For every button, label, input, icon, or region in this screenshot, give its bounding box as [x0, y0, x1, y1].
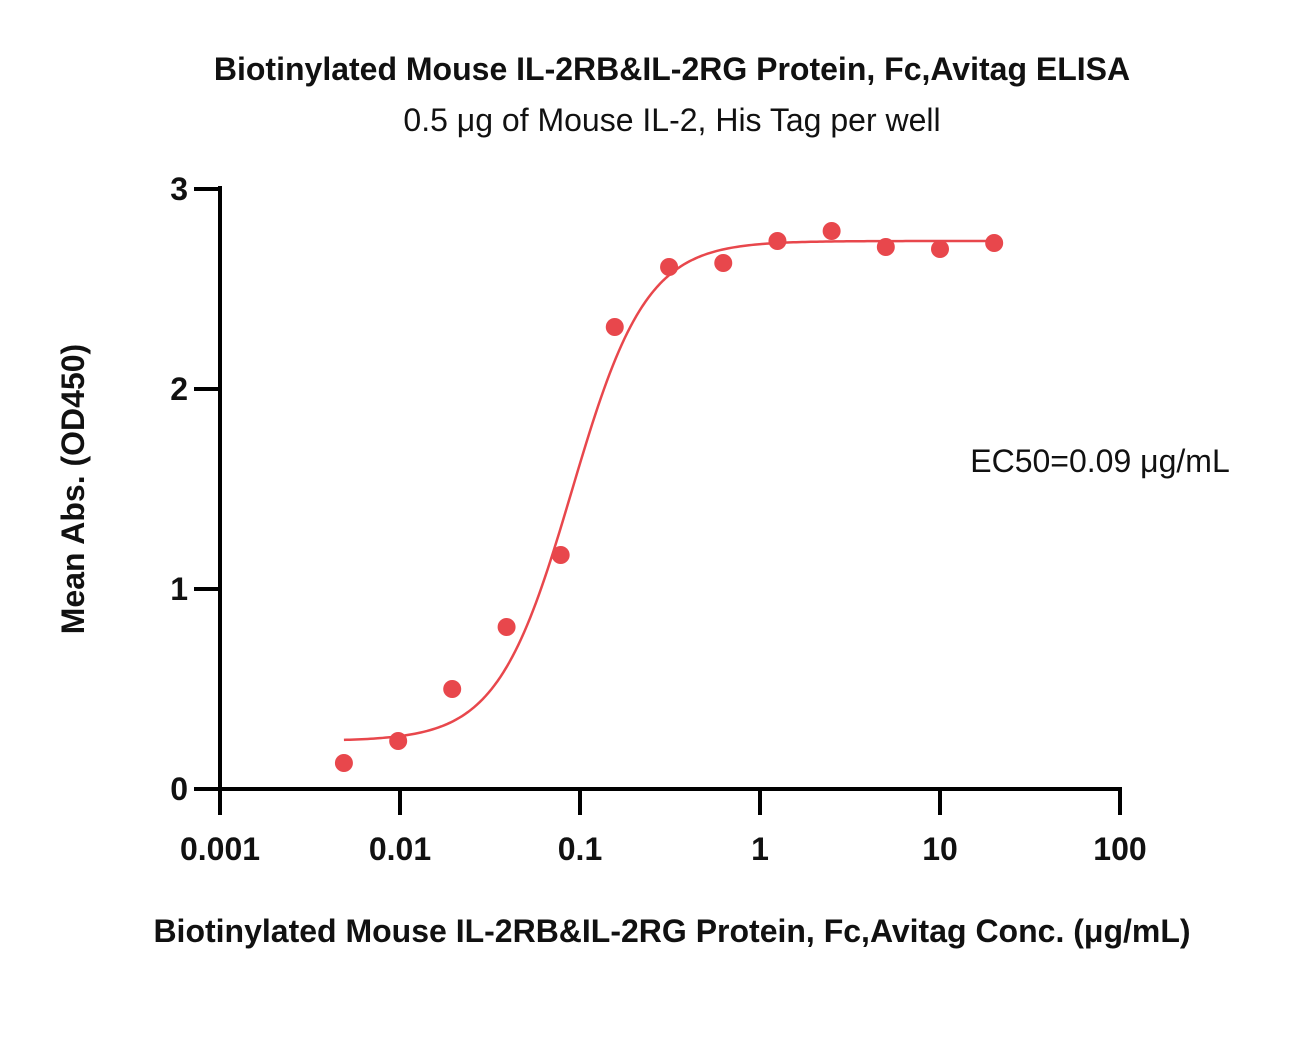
tick-group: 0.001 0.01 0.1 1 10 100 0 1 2 3: [170, 171, 1146, 867]
x-tick-label: 0.001: [180, 831, 260, 867]
data-point: [334, 754, 353, 772]
data-point: [822, 222, 841, 240]
data-points-group: [334, 222, 1004, 772]
x-tick-label: 100: [1093, 831, 1146, 867]
y-axis-title: Mean Abs. (OD450): [55, 344, 91, 634]
data-point: [443, 680, 462, 698]
chart-title: Biotinylated Mouse IL-2RB&IL-2RG Protein…: [214, 51, 1130, 87]
ec50-annotation: EC50=0.09 μg/mL: [970, 443, 1229, 479]
data-point: [605, 318, 624, 336]
data-point: [768, 232, 787, 250]
y-tick-label: 0: [170, 771, 188, 807]
x-tick-label: 1: [751, 831, 769, 867]
data-point: [985, 234, 1004, 252]
fit-curve: [343, 239, 995, 742]
y-tick-label: 1: [170, 571, 188, 607]
x-axis-title: Biotinylated Mouse IL-2RB&IL-2RG Protein…: [153, 913, 1190, 949]
x-tick-label: 10: [922, 831, 958, 867]
y-tick-label: 2: [170, 371, 188, 407]
data-point: [931, 240, 949, 258]
data-point: [876, 238, 895, 256]
x-tick-label: 0.01: [369, 831, 431, 867]
data-point: [714, 254, 733, 272]
data-point: [551, 546, 570, 564]
chart-subtitle: 0.5 μg of Mouse IL-2, His Tag per well: [403, 102, 940, 138]
data-point: [389, 732, 408, 750]
fit-curve-group: [343, 239, 995, 742]
y-tick-label: 3: [170, 171, 188, 207]
data-point: [497, 618, 516, 636]
data-point: [660, 258, 679, 276]
axes: [218, 186, 1122, 791]
x-tick-label: 0.1: [558, 831, 602, 867]
